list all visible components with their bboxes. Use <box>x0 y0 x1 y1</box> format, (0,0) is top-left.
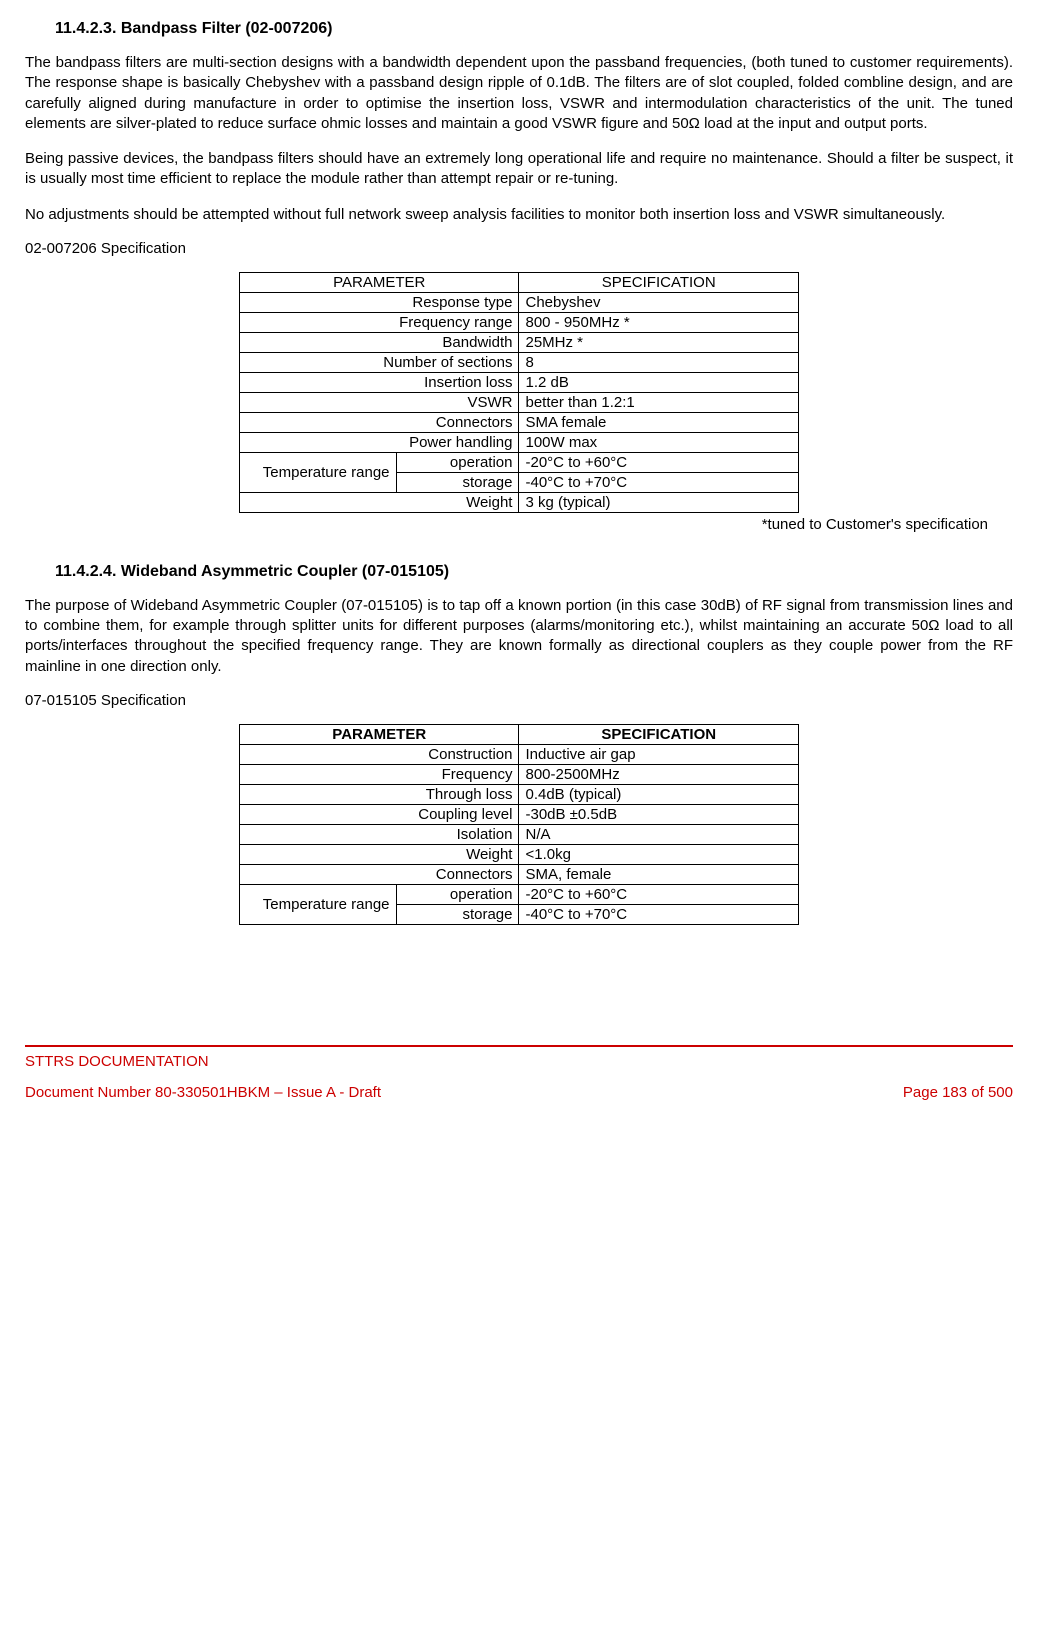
cell: 0.4dB (typical) <box>519 784 799 804</box>
cell: Connectors <box>240 412 519 432</box>
col-parameter: PARAMETER <box>240 272 519 292</box>
cell: -40°C to +70°C <box>519 472 799 492</box>
col-parameter: PARAMETER <box>240 724 519 744</box>
cell: 100W max <box>519 432 799 452</box>
table-row: ConstructionInductive air gap <box>240 744 799 764</box>
cell: SMA female <box>519 412 799 432</box>
cell: storage <box>396 472 519 492</box>
footer-pagenum: Page 183 of 500 <box>903 1084 1013 1101</box>
footer-docnum: Document Number 80-330501HBKM – Issue A … <box>25 1084 381 1101</box>
cell: Chebyshev <box>519 292 799 312</box>
cell: Response type <box>240 292 519 312</box>
cell: Coupling level <box>240 804 519 824</box>
cell: Inductive air gap <box>519 744 799 764</box>
para: Being passive devices, the bandpass filt… <box>25 149 1013 190</box>
cell: operation <box>396 452 519 472</box>
cell: 8 <box>519 352 799 372</box>
cell: -20°C to +60°C <box>519 884 799 904</box>
cell: SMA, female <box>519 864 799 884</box>
table-row: Power handling100W max <box>240 432 799 452</box>
section-coupler: 11.4.2.4. Wideband Asymmetric Coupler (0… <box>25 563 1013 925</box>
section-bandpass: 11.4.2.3. Bandpass Filter (02-007206) Th… <box>25 20 1013 533</box>
spec-table-coupler: PARAMETER SPECIFICATION ConstructionIndu… <box>239 724 799 925</box>
cell: -30dB ±0.5dB <box>519 804 799 824</box>
spec-title: 02-007206 Specification <box>25 240 1013 257</box>
table-row: Weight<1.0kg <box>240 844 799 864</box>
footer-title: STTRS DOCUMENTATION <box>25 1053 1013 1070</box>
cell: Frequency range <box>240 312 519 332</box>
table-header-row: PARAMETER SPECIFICATION <box>240 272 799 292</box>
cell: <1.0kg <box>519 844 799 864</box>
cell: Construction <box>240 744 519 764</box>
cell: Temperature range <box>240 884 397 924</box>
heading-bandpass: 11.4.2.3. Bandpass Filter (02-007206) <box>55 20 1013 38</box>
cell: VSWR <box>240 392 519 412</box>
cell: -20°C to +60°C <box>519 452 799 472</box>
cell: 3 kg (typical) <box>519 492 799 512</box>
table-row: Bandwidth25MHz * <box>240 332 799 352</box>
footer-rule <box>25 1045 1013 1047</box>
cell: Through loss <box>240 784 519 804</box>
footnote: *tuned to Customer's specification <box>25 516 988 533</box>
table-row: Temperature range operation -20°C to +60… <box>240 884 799 904</box>
col-specification: SPECIFICATION <box>519 724 799 744</box>
table-row: Frequency range800 - 950MHz * <box>240 312 799 332</box>
table-row: Response typeChebyshev <box>240 292 799 312</box>
cell: Frequency <box>240 764 519 784</box>
page-footer: STTRS DOCUMENTATION Document Number 80-3… <box>25 1045 1013 1101</box>
cell: 25MHz * <box>519 332 799 352</box>
table-row: Weight3 kg (typical) <box>240 492 799 512</box>
cell: N/A <box>519 824 799 844</box>
heading-coupler: 11.4.2.4. Wideband Asymmetric Coupler (0… <box>55 563 1013 581</box>
cell: storage <box>396 904 519 924</box>
para: The purpose of Wideband Asymmetric Coupl… <box>25 596 1013 677</box>
table-header-row: PARAMETER SPECIFICATION <box>240 724 799 744</box>
cell: 800 - 950MHz * <box>519 312 799 332</box>
spec-title: 07-015105 Specification <box>25 692 1013 709</box>
table-row: IsolationN/A <box>240 824 799 844</box>
table-row: ConnectorsSMA female <box>240 412 799 432</box>
table-row: Frequency800-2500MHz <box>240 764 799 784</box>
col-specification: SPECIFICATION <box>519 272 799 292</box>
table-row: Number of sections8 <box>240 352 799 372</box>
cell: 1.2 dB <box>519 372 799 392</box>
cell: Connectors <box>240 864 519 884</box>
para: The bandpass filters are multi-section d… <box>25 53 1013 134</box>
spec-table-bandpass: PARAMETER SPECIFICATION Response typeChe… <box>239 272 799 513</box>
para: No adjustments should be attempted witho… <box>25 205 1013 225</box>
cell: -40°C to +70°C <box>519 904 799 924</box>
table-row: Through loss0.4dB (typical) <box>240 784 799 804</box>
cell: Isolation <box>240 824 519 844</box>
cell: Power handling <box>240 432 519 452</box>
cell: Weight <box>240 844 519 864</box>
cell: Number of sections <box>240 352 519 372</box>
cell: better than 1.2:1 <box>519 392 799 412</box>
table-row: Coupling level-30dB ±0.5dB <box>240 804 799 824</box>
cell: Insertion loss <box>240 372 519 392</box>
table-row: Temperature range operation -20°C to +60… <box>240 452 799 472</box>
cell: operation <box>396 884 519 904</box>
table-row: Insertion loss1.2 dB <box>240 372 799 392</box>
cell: Temperature range <box>240 452 397 492</box>
table-row: VSWRbetter than 1.2:1 <box>240 392 799 412</box>
table-row: ConnectorsSMA, female <box>240 864 799 884</box>
cell: 800-2500MHz <box>519 764 799 784</box>
cell: Bandwidth <box>240 332 519 352</box>
cell: Weight <box>240 492 519 512</box>
